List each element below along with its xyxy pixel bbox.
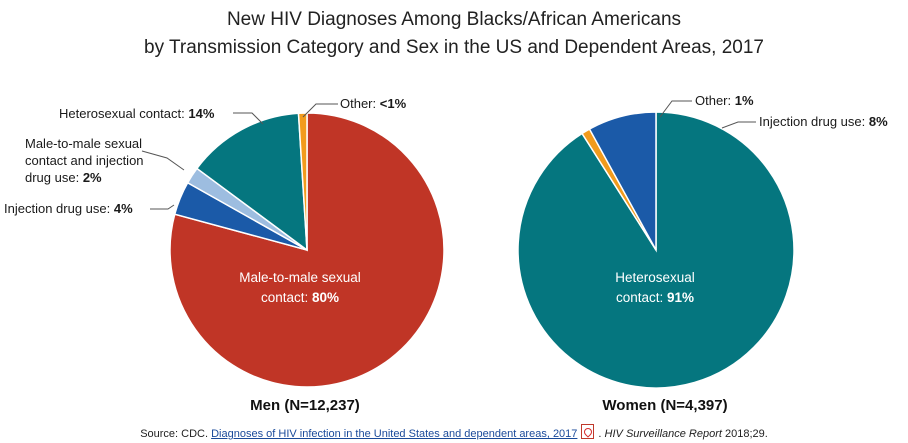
men-slice-heterosexual bbox=[195, 112, 308, 252]
women-slice-injection-drug-use bbox=[588, 111, 657, 251]
women-slice-heterosexual bbox=[517, 111, 795, 389]
women-label-heterosexual: Heterosexual contact: 91% bbox=[615, 270, 695, 305]
men-label-mmsc: Male-to-male sexual contact: 80% bbox=[239, 270, 361, 305]
chart-title-line1: New HIV Diagnoses Among Blacks/African A… bbox=[226, 9, 682, 30]
chart-title-line2: by Transmission Category and Sex in the … bbox=[144, 37, 764, 58]
women-label-injection-drug-use: Injection drug use: 8% bbox=[759, 114, 888, 129]
men-caption: Men (N=12,237) bbox=[250, 397, 360, 414]
men-leader-mmsc-idu bbox=[141, 150, 185, 171]
source-journal: HIV Surveillance Report bbox=[604, 428, 722, 440]
women-caption: Women (N=4,397) bbox=[602, 397, 728, 414]
source-report-link[interactable]: Diagnoses of HIV infection in the United… bbox=[211, 428, 578, 440]
men-label-heterosexual: Heterosexual contact: 14% bbox=[59, 106, 215, 121]
women-leader-other bbox=[659, 100, 692, 118]
men-label-other: Other: <1% bbox=[340, 96, 407, 111]
pdf-icon[interactable] bbox=[581, 424, 595, 439]
men-leader-heterosexual bbox=[233, 112, 264, 125]
women-leader-injection-drug-use bbox=[721, 121, 756, 129]
men-label-injection-drug-use: Injection drug use: 4% bbox=[4, 201, 133, 216]
men-leader-injection-drug-use bbox=[150, 204, 175, 210]
women-label-other: Other: 1% bbox=[695, 93, 754, 108]
men-label-mmsc-idu: Male-to-male sexual contact and injectio… bbox=[25, 136, 144, 185]
men-leader-other bbox=[302, 103, 338, 118]
source-citation: Source: CDC. Diagnoses of HIV infection … bbox=[0, 424, 908, 440]
